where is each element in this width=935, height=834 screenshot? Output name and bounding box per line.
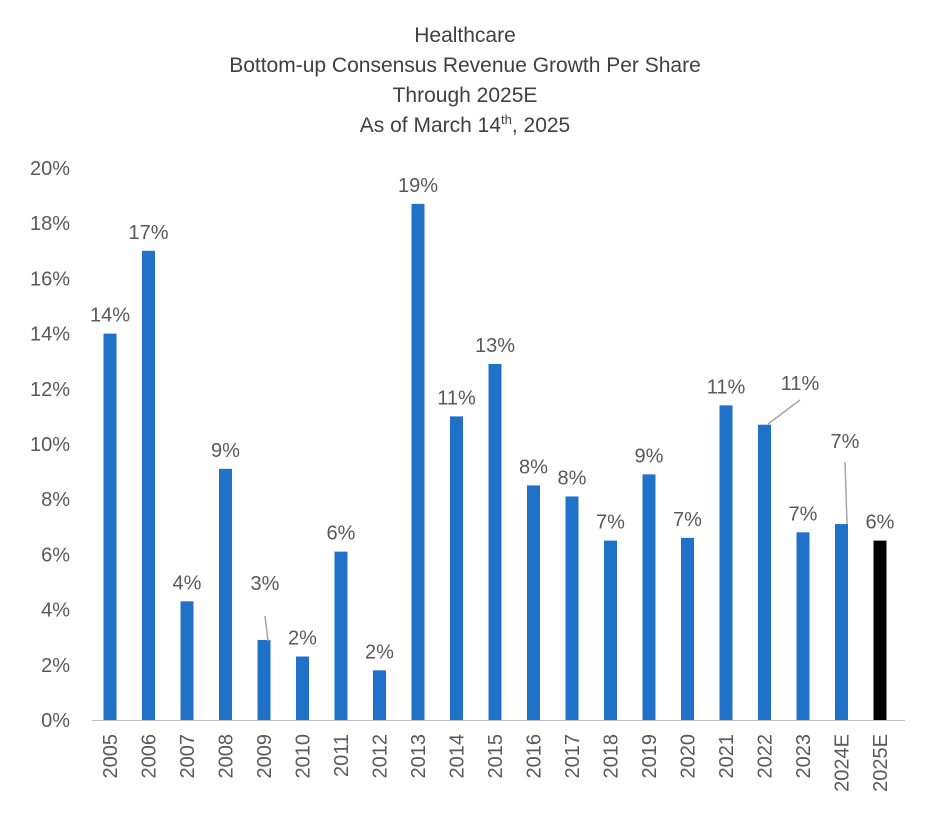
x-tick-label-2025E: 2025E [870,734,892,792]
x-tick-label-2010: 2010 [293,734,315,779]
data-label-2009: 3% [251,573,280,595]
x-tick-label-2009: 2009 [254,734,276,779]
data-label-2016: 8% [519,456,548,478]
x-tick-label-2008: 2008 [216,734,238,779]
data-label-2007: 4% [173,572,202,594]
x-tick-label-2014: 2014 [447,734,469,779]
data-label-2010: 2% [288,628,317,650]
data-label-2024E: 7% [831,431,860,453]
x-tick-label-2019: 2019 [639,734,661,779]
bar-2011 [334,551,348,720]
bar-2020 [681,537,694,720]
y-tick-label: 0% [41,710,70,732]
y-tick-label: 2% [41,655,70,677]
bar-2018 [604,540,617,720]
bar-2019 [642,474,656,720]
data-label-2014: 11% [437,387,476,409]
title-asof-prefix: As of March 14 [360,114,502,137]
bar-2008 [219,468,232,720]
bar-2010 [296,656,309,720]
y-tick-label: 20% [30,158,70,180]
title-line-3: Through 2025E [393,84,538,107]
bar-2014 [450,416,463,720]
data-label-2020: 7% [673,509,702,531]
bar-2009 [257,639,271,720]
bar-2021 [719,405,733,720]
data-label-2013: 19% [398,175,438,197]
x-tick-label-2013: 2013 [408,734,430,779]
x-tick-label-2020: 2020 [678,734,700,779]
x-tick-label-2015: 2015 [485,734,507,779]
bar-series [103,203,887,721]
title-line-4: As of March 14th, 2025 [360,112,570,137]
bar-2025E [873,540,887,720]
leader-line-2022 [767,399,801,425]
x-tick-label-2017: 2017 [562,734,584,779]
title-line-2: Bottom-up Consensus Revenue Growth Per S… [229,54,701,77]
x-tick-label-2023: 2023 [793,734,815,779]
data-label-2011: 6% [327,523,356,545]
bar-2012 [373,670,386,720]
bar-2023 [796,532,810,720]
x-tick-label-2021: 2021 [716,734,738,779]
bar-2015 [488,363,502,720]
data-label-2019: 9% [635,445,664,467]
y-tick-label: 18% [30,213,70,235]
x-tick-label-2016: 2016 [524,734,546,779]
title-line-1: Healthcare [414,24,516,47]
data-label-2025E: 6% [866,512,895,534]
data-label-2012: 2% [365,641,394,663]
y-tick-label: 16% [30,268,70,290]
y-tick-label: 4% [41,600,70,622]
data-label-2005: 14% [90,305,130,327]
y-tick-label: 12% [30,379,70,401]
bar-2006 [142,250,155,721]
y-tick-label: 6% [41,544,70,566]
bar-2017 [565,496,579,720]
leader-line-2024E [844,461,848,525]
x-tick-label-2011: 2011 [331,734,353,777]
data-label-2023: 7% [789,503,818,525]
bar-2022 [758,424,771,720]
bar-2016 [527,485,540,720]
y-axis: 0% 2% 4% 6% 8% 10% 12% 14% 16% 18% 20% [30,158,70,732]
x-tick-label-2007: 2007 [177,734,199,779]
bar-2005 [103,333,117,720]
data-label-2021: 11% [707,376,746,398]
x-tick-label-2006: 2006 [139,734,161,779]
x-tick-label-2024E: 2024E [832,734,854,792]
data-labels: 14% 17% 4% 9% 3% 2% 6% 2% 19% 11% 13% 8% 8% 7% 9% 7% 11%… [90,175,895,663]
title-asof-superscript: th [501,112,512,127]
chart-title: Healthcare Bottom-up Consensus Revenue G… [229,24,701,137]
label-leader-lines [264,399,848,642]
data-label-2015: 13% [475,335,515,357]
data-label-2018: 7% [596,512,625,534]
bar-2013 [411,203,425,720]
x-axis: 2005 2006 2007 2008 2009 2010 2011 2012 2013 2014… [92,720,905,792]
data-label-2022: 11% [781,373,820,395]
y-tick-label: 10% [30,434,70,456]
x-tick-label-2018: 2018 [601,734,623,779]
leader-line-2009 [264,615,269,642]
y-tick-label: 8% [41,489,70,511]
data-label-2006: 17% [128,222,168,244]
bar-2007 [180,601,194,720]
y-tick-label: 14% [30,324,70,346]
x-tick-label-2005: 2005 [100,734,122,779]
bar-2024E [835,524,848,720]
x-tick-label-2012: 2012 [370,734,392,779]
title-asof-suffix: , 2025 [512,114,570,137]
x-tick-label-2022: 2022 [755,734,777,779]
data-label-2008: 9% [211,440,240,462]
data-label-2017: 8% [558,467,587,489]
